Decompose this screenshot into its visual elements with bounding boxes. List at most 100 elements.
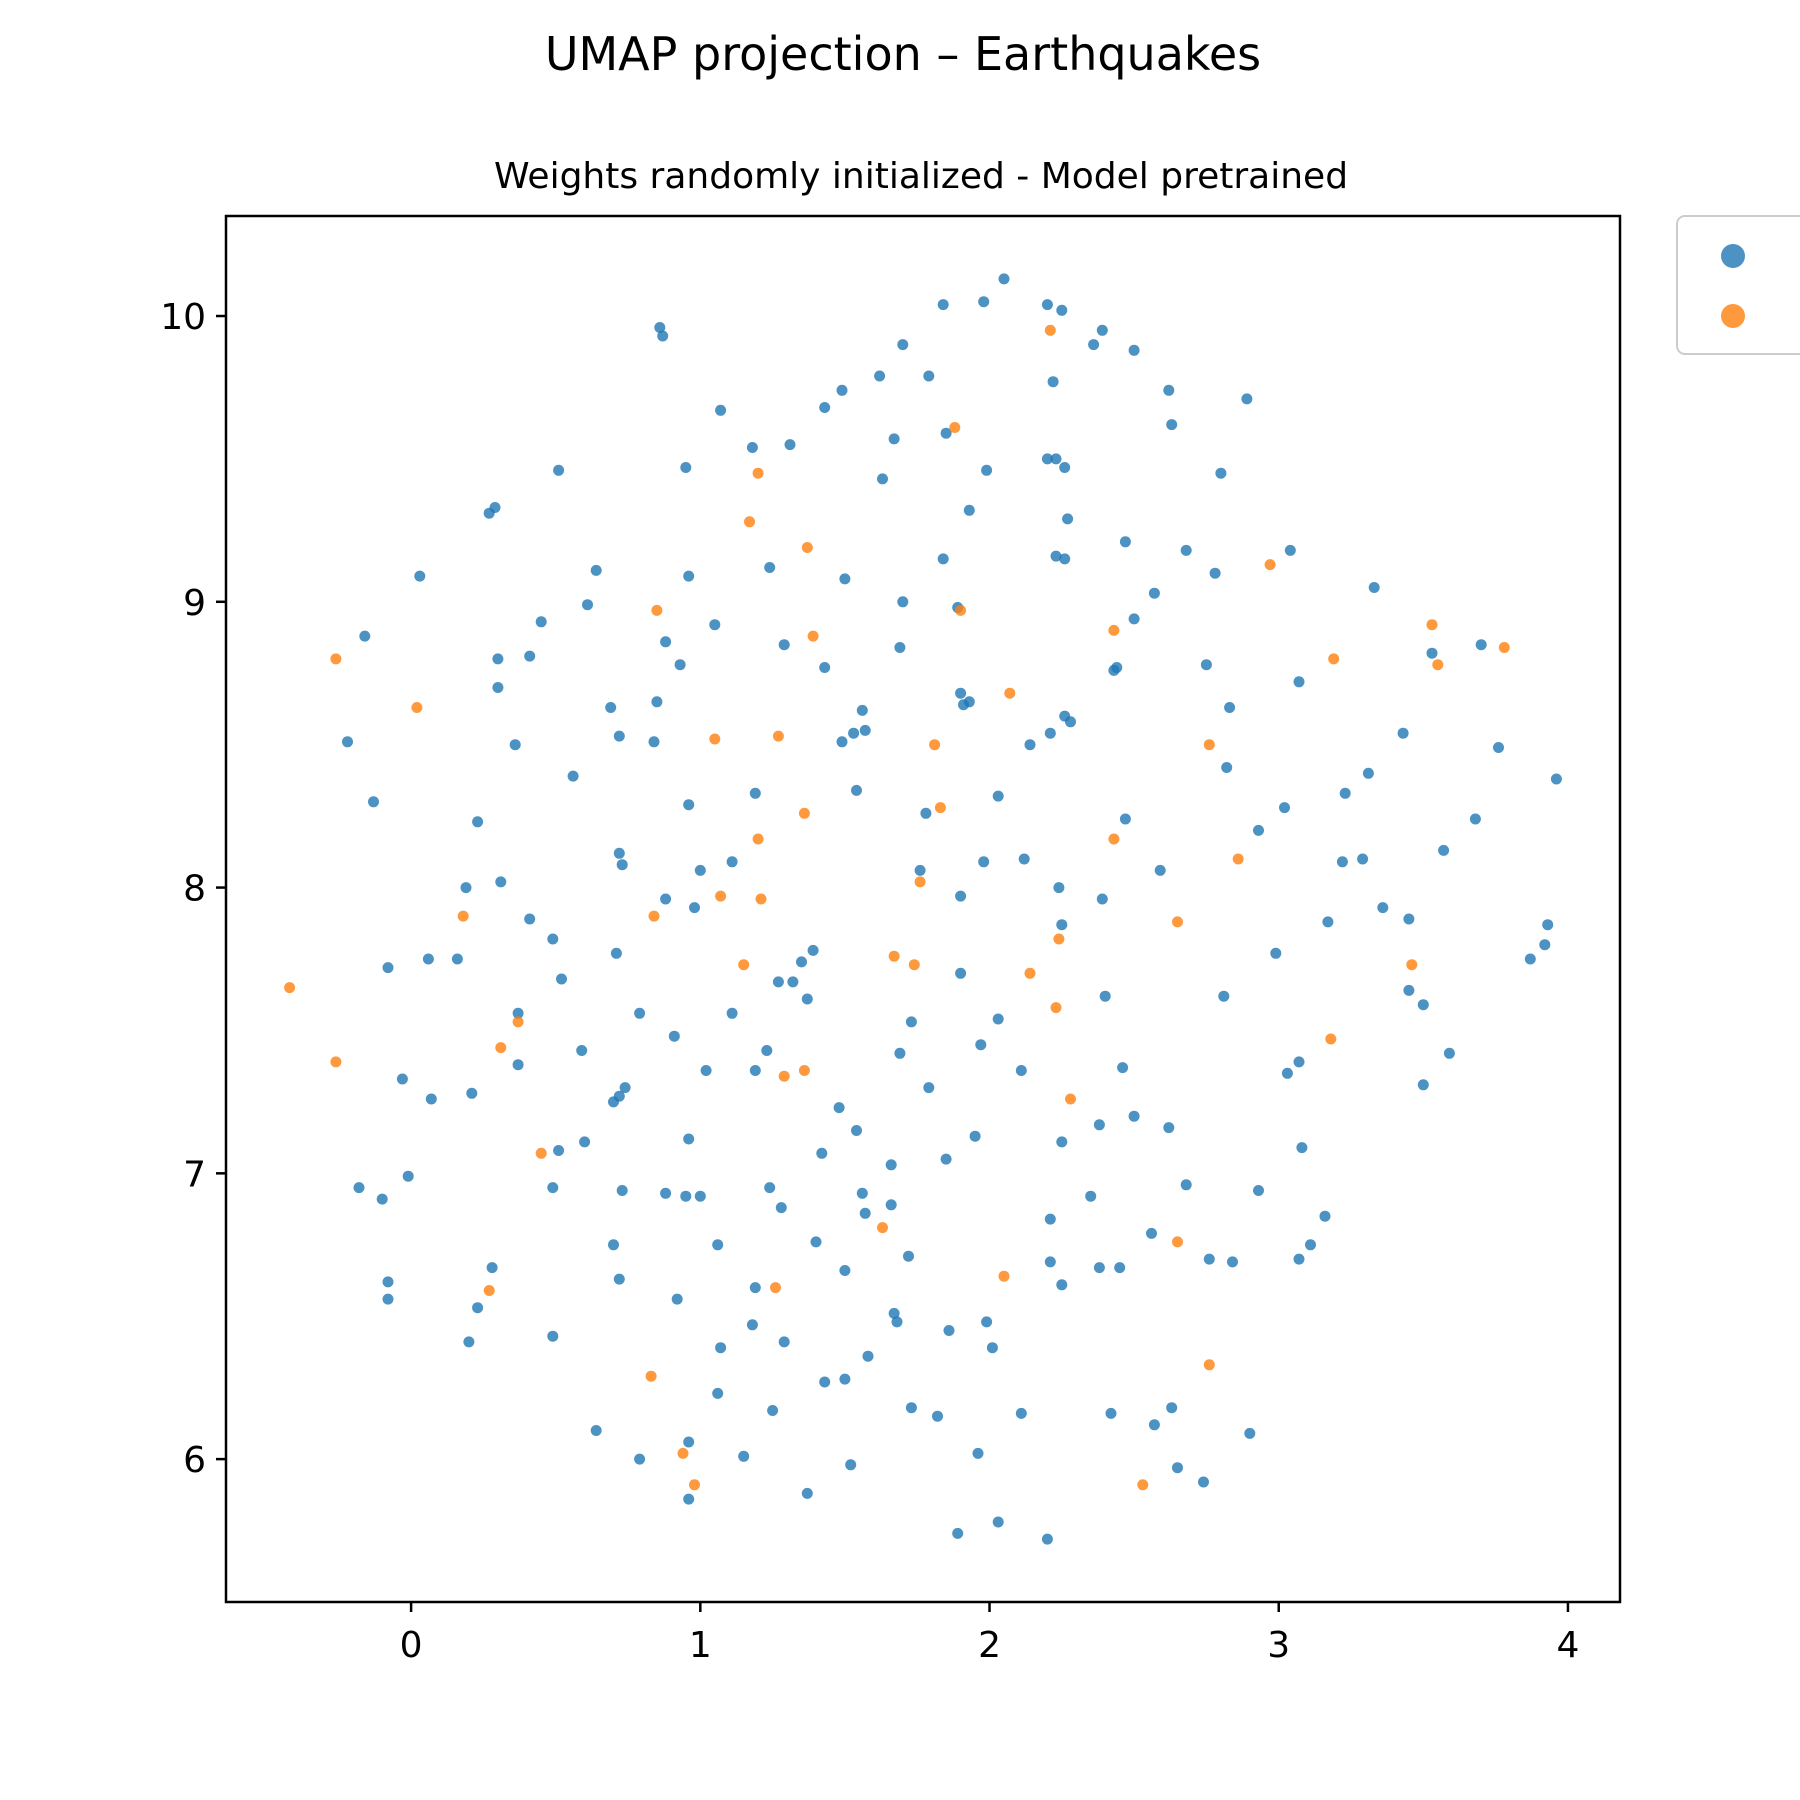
data-point-series-1-83: [613, 730, 625, 742]
data-point-series-1-26: [680, 462, 692, 473]
data-point-series-1-4: [978, 296, 990, 308]
data-point-series-1-189: [940, 1153, 952, 1165]
data-point-series-1-209: [608, 1239, 619, 1251]
data-point-series-1-59: [1128, 613, 1140, 625]
data-point-series-1-41: [839, 573, 851, 585]
data-point-series-2-28: [648, 910, 660, 922]
data-point-series-1-245: [905, 1402, 917, 1414]
data-point-series-1-239: [862, 1350, 874, 1362]
data-point-series-1-257: [972, 1447, 984, 1459]
data-point-series-1-18: [819, 402, 831, 413]
data-point-series-1-82: [509, 739, 521, 751]
data-point-series-1-138: [1524, 953, 1536, 965]
data-point-series-2-32: [1172, 916, 1183, 928]
data-point-series-1-211: [810, 1236, 822, 1248]
data-point-series-1-19: [715, 404, 727, 416]
y-tick-label: 6: [183, 1440, 206, 1481]
data-point-series-1-201: [856, 1187, 868, 1199]
data-point-series-2-57: [689, 1479, 700, 1491]
data-point-series-1-186: [1296, 1142, 1308, 1154]
data-point-series-1-7: [1056, 304, 1068, 316]
data-point-series-1-12: [874, 370, 886, 382]
data-point-series-1-233: [943, 1325, 955, 1336]
data-point-series-1-73: [651, 696, 663, 708]
data-point-series-1-134: [1377, 902, 1389, 914]
data-point-series-1-144: [787, 976, 799, 988]
y-tick-label: 9: [183, 583, 206, 624]
data-point-series-1-141: [796, 956, 807, 968]
data-point-series-1-193: [402, 1170, 414, 1182]
data-point-series-1-92: [368, 796, 379, 808]
data-point-series-1-132: [1056, 919, 1068, 931]
data-point-series-1-62: [524, 650, 536, 662]
data-point-series-2-24: [752, 833, 764, 845]
data-point-series-1-8: [897, 339, 909, 351]
data-point-series-1-254: [634, 1453, 646, 1465]
data-point-series-1-176: [1417, 1079, 1429, 1091]
data-point-series-1-81: [342, 736, 353, 748]
data-point-series-1-118: [1438, 844, 1450, 856]
data-point-series-1-101: [1362, 767, 1374, 779]
data-point-series-1-79: [1065, 716, 1076, 728]
data-point-series-1-264: [1041, 1533, 1053, 1545]
data-point-series-1-156: [668, 1030, 680, 1042]
data-point-series-1-13: [923, 370, 935, 382]
data-point-series-1-48: [1284, 544, 1296, 556]
data-point-series-2-2: [949, 422, 961, 433]
chart-subtitle: Weights randomly initialized - Model pre…: [494, 156, 1348, 197]
data-point-series-1-261: [801, 1487, 813, 1499]
data-point-series-1-99: [1279, 802, 1290, 814]
data-point-series-1-171: [466, 1087, 478, 1099]
data-point-series-1-30: [1050, 453, 1062, 465]
data-point-series-2-26: [1232, 853, 1244, 865]
data-point-series-1-238: [778, 1336, 790, 1348]
data-point-series-1-51: [535, 616, 547, 628]
data-point-series-2-10: [807, 630, 819, 642]
data-point-series-1-163: [700, 1065, 712, 1076]
data-point-series-1-56: [897, 596, 909, 608]
data-point-series-1-22: [1166, 419, 1178, 431]
data-point-series-1-244: [767, 1405, 779, 1416]
data-point-series-1-24: [784, 439, 796, 451]
data-point-series-1-34: [489, 502, 501, 513]
data-point-series-1-234: [981, 1316, 993, 1328]
data-point-series-1-16: [1163, 384, 1175, 396]
data-point-series-1-53: [660, 636, 672, 648]
data-point-series-1-93: [567, 770, 579, 782]
data-point-series-1-152: [905, 1016, 917, 1028]
data-point-series-1-27: [877, 473, 888, 485]
data-point-series-1-196: [660, 1187, 672, 1199]
data-point-series-1-213: [1305, 1239, 1316, 1251]
data-point-series-1-224: [382, 1293, 394, 1305]
data-point-series-1-158: [761, 1045, 773, 1056]
data-point-series-1-54: [709, 619, 721, 631]
data-point-series-1-28: [981, 464, 993, 476]
data-point-series-1-108: [920, 807, 932, 819]
data-point-series-1-246: [932, 1410, 943, 1422]
data-point-series-1-124: [1053, 882, 1065, 894]
data-point-series-1-49: [1368, 582, 1380, 593]
data-point-series-1-20: [940, 427, 952, 439]
data-point-series-1-232: [891, 1316, 903, 1328]
data-point-series-2-20: [929, 739, 941, 751]
data-point-series-1-131: [610, 947, 622, 959]
data-point-series-2-6: [1264, 559, 1276, 571]
data-point-series-1-60: [1148, 587, 1160, 599]
data-point-series-1-97: [992, 790, 1004, 802]
data-point-series-1-169: [1443, 1047, 1455, 1059]
data-point-series-1-61: [492, 653, 504, 665]
data-point-series-2-5: [801, 542, 813, 553]
data-point-series-2-42: [1325, 1033, 1337, 1045]
data-point-series-1-162: [396, 1073, 408, 1085]
data-point-series-1-91: [1493, 742, 1504, 753]
data-point-series-1-243: [839, 1373, 851, 1385]
data-point-series-1-6: [1041, 299, 1053, 311]
data-point-series-1-50: [359, 630, 371, 642]
data-point-series-1-252: [590, 1425, 602, 1436]
data-point-series-1-154: [1099, 990, 1111, 1002]
data-point-series-1-29: [1041, 453, 1053, 465]
data-point-series-1-180: [851, 1125, 862, 1136]
data-point-series-1-88: [1024, 739, 1036, 751]
data-point-series-1-235: [463, 1336, 475, 1348]
data-point-series-1-199: [764, 1182, 776, 1194]
